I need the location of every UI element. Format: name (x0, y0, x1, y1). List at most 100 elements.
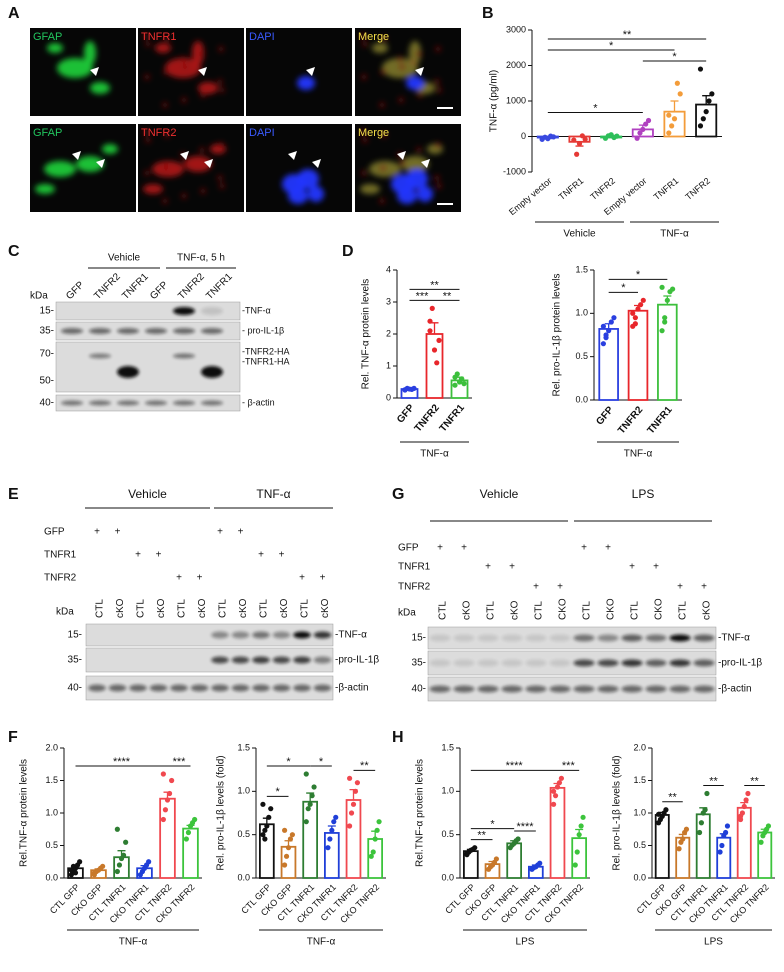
signal (401, 156, 429, 172)
construct-sign: + (135, 550, 141, 561)
bar (657, 303, 678, 401)
signal (434, 175, 440, 181)
data-point (347, 823, 353, 829)
genotype-label: cKO (320, 598, 331, 618)
mw-marker: 35- (412, 658, 426, 669)
group-label: TNF-α (420, 449, 449, 460)
data-point (283, 853, 290, 859)
data-point (640, 297, 646, 303)
genotype-label: CKO (558, 598, 569, 620)
construct-sign: + (197, 573, 203, 584)
y-tick-label: 0.0 (45, 872, 58, 882)
band-label: -TNF-α (242, 305, 271, 315)
y-tick-label: 0.5 (633, 840, 646, 850)
data-point (427, 328, 433, 334)
data-point (630, 310, 636, 316)
mw-marker: 40- (40, 398, 54, 409)
data-point (635, 306, 641, 312)
channel-label: GFAP (33, 127, 62, 139)
band-label: - β-actin (242, 397, 275, 407)
signal (192, 41, 204, 65)
blot-band (173, 307, 195, 315)
y-tick-label: 0.5 (237, 829, 250, 839)
construct-sign: + (509, 562, 515, 573)
panel-label: E (8, 486, 19, 503)
signal (200, 188, 206, 194)
genotype-label: CTL (300, 599, 311, 618)
data-point (333, 814, 339, 820)
data-point (706, 98, 712, 104)
panel-label: A (8, 5, 20, 22)
construct-sign: + (258, 550, 264, 561)
blot-band (477, 659, 499, 667)
blot-strip (427, 676, 717, 702)
data-point (160, 816, 166, 823)
blot-band (108, 684, 127, 692)
blot-band (89, 353, 111, 359)
micrograph-signal (47, 41, 110, 94)
signal (163, 69, 169, 75)
data-point (162, 807, 169, 813)
data-point (262, 827, 268, 833)
data-point (91, 870, 97, 876)
signal (397, 56, 403, 62)
kda-label: kDa (30, 291, 48, 302)
bar (280, 845, 297, 879)
data-point (309, 793, 315, 799)
signal (218, 46, 224, 52)
construct-sign: + (629, 562, 635, 573)
signal (399, 160, 405, 166)
arrowhead (72, 151, 81, 160)
data-point (637, 130, 643, 136)
data-point (114, 868, 120, 875)
data-point (576, 832, 582, 838)
channel-label: TNFR2 (141, 127, 176, 139)
data-point (260, 832, 266, 838)
channel-label: TNFR1 (141, 31, 176, 43)
construct-sign: + (653, 562, 659, 573)
y-tick-label: 2.0 (633, 742, 646, 752)
band-label: -TNF-α (718, 633, 750, 644)
blot-band (453, 634, 475, 642)
signal (416, 147, 422, 153)
y-tick-label: 3000 (506, 24, 526, 34)
data-point (614, 133, 620, 139)
data-point (515, 836, 521, 842)
panel-label: D (342, 243, 354, 260)
lane-label: TNFR2 (92, 271, 123, 302)
significance-label: ** (430, 279, 439, 291)
group-label: Vehicle (480, 487, 519, 501)
mw-marker: 15- (412, 633, 426, 644)
data-point (166, 790, 173, 797)
data-point (600, 341, 606, 347)
significance-label: ** (623, 29, 632, 41)
signal (360, 184, 380, 194)
data-point (459, 376, 465, 382)
y-tick-label: 1.5 (633, 775, 646, 785)
genotype-label: cKO (197, 598, 208, 618)
data-point (558, 775, 565, 781)
blot-band (149, 684, 168, 692)
blot-band (145, 328, 167, 334)
blot-band (190, 684, 209, 692)
data-point (185, 829, 192, 836)
significance-label: ** (360, 760, 369, 772)
data-point (347, 775, 353, 781)
blot-band (117, 366, 139, 378)
data-point (666, 112, 672, 118)
data-point (464, 851, 470, 857)
blot-band (573, 634, 595, 642)
data-point (260, 801, 266, 807)
panel-label: F (8, 729, 18, 746)
signal (164, 132, 170, 138)
data-point (348, 810, 355, 816)
data-point (556, 780, 563, 786)
signal (406, 76, 424, 90)
channel-label: Merge (358, 31, 389, 43)
blot-band (477, 685, 499, 693)
data-point (452, 382, 458, 388)
x-tick-label: TNFR2 (683, 176, 712, 202)
group-label: LPS (632, 487, 655, 501)
signal (436, 87, 442, 93)
blot-band (549, 659, 571, 667)
